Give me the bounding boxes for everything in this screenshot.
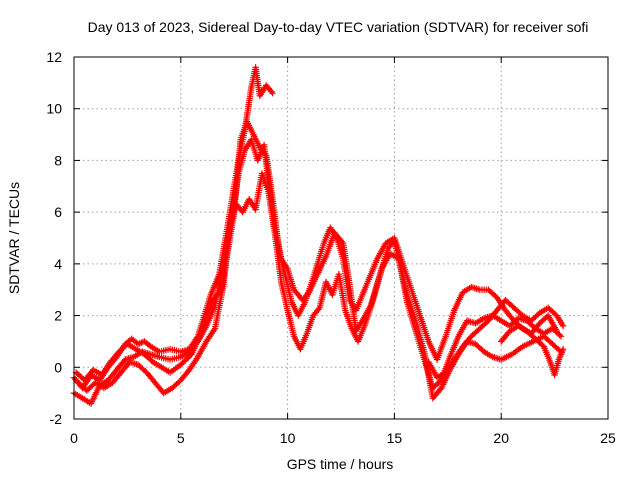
y-tick-label: 8 [54, 152, 62, 168]
series-markers [498, 322, 567, 379]
x-tick-label: 20 [493, 430, 509, 446]
plot-frame [73, 56, 609, 420]
series-trace-1 [70, 64, 276, 392]
series-trace-6 [498, 322, 567, 379]
y-tick-label: 4 [54, 256, 62, 272]
series-markers [425, 296, 567, 381]
y-tick-label: 0 [54, 359, 62, 375]
x-tick-label: 5 [177, 430, 185, 446]
y-tick-label: 10 [46, 101, 62, 117]
y-tick-label: 6 [54, 204, 62, 220]
data-series [70, 64, 567, 407]
series-trace-3 [75, 170, 565, 402]
y-tick-label: 2 [54, 308, 62, 324]
y-axis-label: SDTVAR / TECUs [6, 182, 22, 294]
series-trace-4 [72, 118, 560, 384]
x-tick-label: 10 [280, 430, 296, 446]
y-tick-label: -2 [50, 411, 63, 427]
chart-title: Day 013 of 2023, Sidereal Day-to-day VTE… [88, 19, 589, 35]
series-trace-5 [425, 296, 567, 381]
x-tick-label: 15 [387, 430, 403, 446]
series-markers [70, 64, 276, 392]
x-tick-label: 25 [600, 430, 616, 446]
axis-ticks: 0 5 10 15 20 25 -2 0 2 4 6 8 10 12 [46, 49, 616, 446]
series-line [77, 172, 563, 400]
x-axis-label: GPS time / hours [287, 456, 394, 472]
y-tick-label: 12 [46, 49, 62, 65]
series-markers [75, 170, 565, 402]
x-tick-label: 0 [70, 430, 78, 446]
series-line [72, 66, 274, 390]
series-markers [72, 118, 560, 384]
